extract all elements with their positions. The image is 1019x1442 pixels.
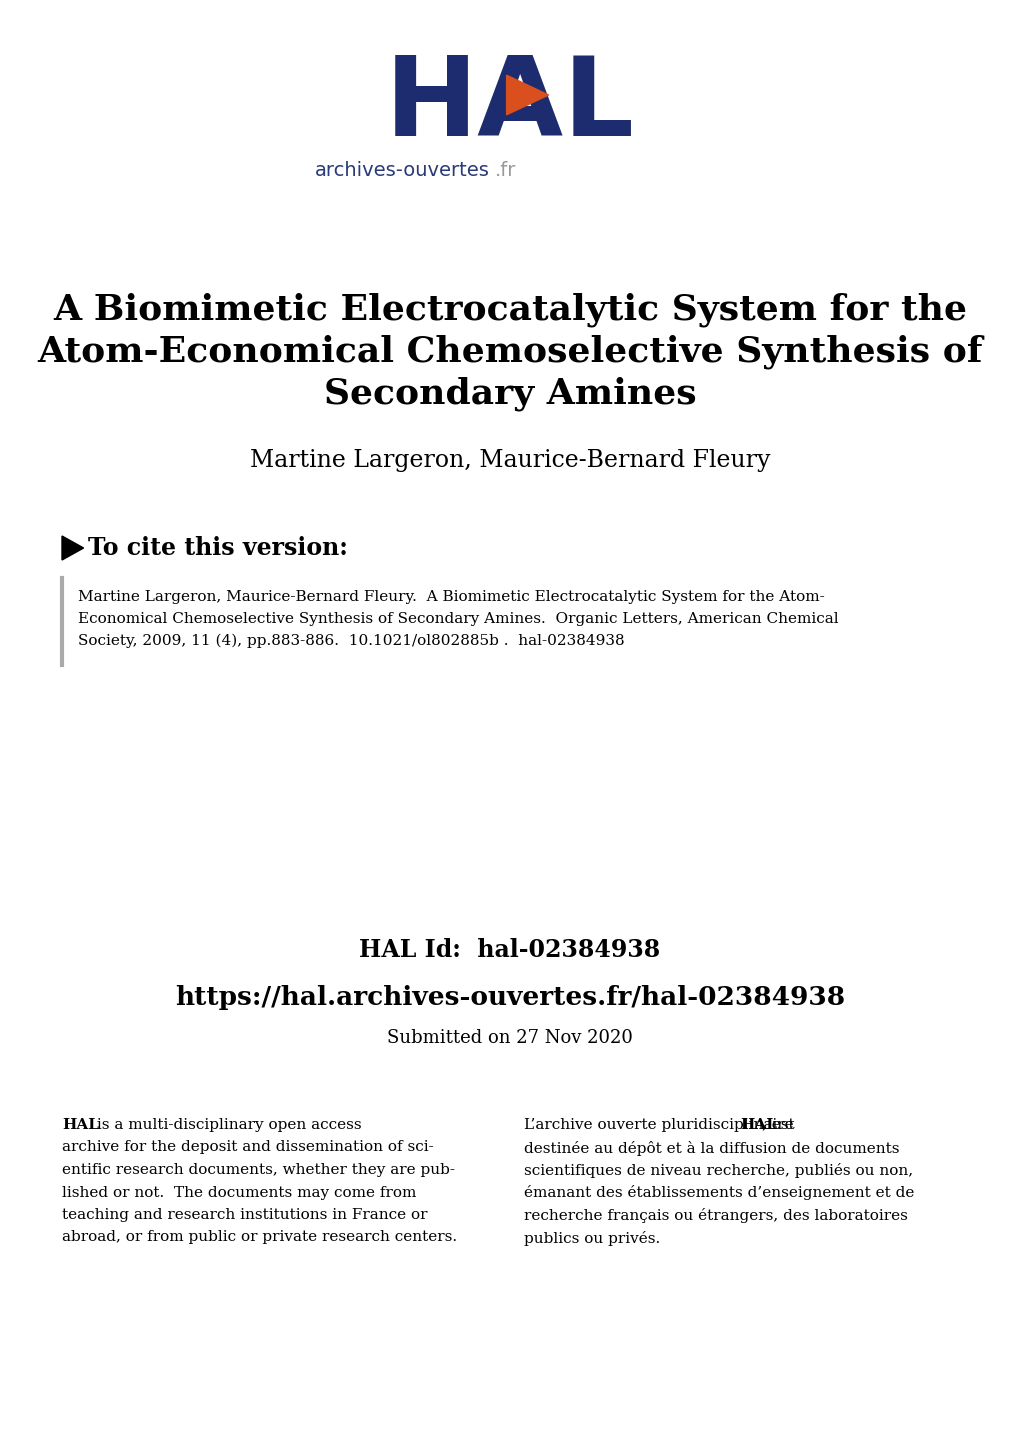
Text: recherche français ou étrangers, des laboratoires: recherche français ou étrangers, des lab… xyxy=(524,1208,907,1223)
Text: , est: , est xyxy=(762,1118,794,1132)
Text: scientifiques de niveau recherche, publiés ou non,: scientifiques de niveau recherche, publi… xyxy=(524,1164,912,1178)
Text: .fr: .fr xyxy=(494,160,516,179)
Polygon shape xyxy=(506,75,548,115)
Text: Martine Largeron, Maurice-Bernard Fleury.  A Biomimetic Electrocatalytic System : Martine Largeron, Maurice-Bernard Fleury… xyxy=(77,590,824,604)
Text: archive for the deposit and dissemination of sci-: archive for the deposit and disseminatio… xyxy=(62,1141,433,1155)
Text: Submitted on 27 Nov 2020: Submitted on 27 Nov 2020 xyxy=(386,1030,633,1047)
Polygon shape xyxy=(62,536,84,559)
Text: HAL: HAL xyxy=(384,52,635,159)
Text: Society, 2009, 11 (4), pp.883-886.  10.1021/ol802885b .  hal-02384938: Society, 2009, 11 (4), pp.883-886. 10.10… xyxy=(77,634,624,649)
Text: HAL Id:  hal-02384938: HAL Id: hal-02384938 xyxy=(359,937,660,962)
Text: L’archive ouverte pluridisciplinaire: L’archive ouverte pluridisciplinaire xyxy=(524,1118,798,1132)
Text: destinée au dépôt et à la diffusion de documents: destinée au dépôt et à la diffusion de d… xyxy=(524,1141,899,1155)
Text: Economical Chemoselective Synthesis of Secondary Amines.  Organic Letters, Ameri: Economical Chemoselective Synthesis of S… xyxy=(77,611,838,626)
Text: teaching and research institutions in France or: teaching and research institutions in Fr… xyxy=(62,1208,427,1221)
Text: To cite this version:: To cite this version: xyxy=(88,536,347,559)
Text: publics ou privés.: publics ou privés. xyxy=(524,1230,659,1246)
Text: Atom-Economical Chemoselective Synthesis of: Atom-Economical Chemoselective Synthesis… xyxy=(38,335,981,369)
Text: lished or not.  The documents may come from: lished or not. The documents may come fr… xyxy=(62,1185,416,1200)
Text: entific research documents, whether they are pub-: entific research documents, whether they… xyxy=(62,1164,454,1177)
Text: HAL: HAL xyxy=(62,1118,99,1132)
Text: abroad, or from public or private research centers.: abroad, or from public or private resear… xyxy=(62,1230,457,1244)
Text: A Biomimetic Electrocatalytic System for the: A Biomimetic Electrocatalytic System for… xyxy=(53,293,966,327)
Text: émanant des établissements d’enseignement et de: émanant des établissements d’enseignemen… xyxy=(524,1185,913,1201)
Text: Martine Largeron, Maurice-Bernard Fleury: Martine Largeron, Maurice-Bernard Fleury xyxy=(250,448,769,472)
Text: Secondary Amines: Secondary Amines xyxy=(323,376,696,411)
Text: HAL: HAL xyxy=(740,1118,776,1132)
Text: https://hal.archives-ouvertes.fr/hal-02384938: https://hal.archives-ouvertes.fr/hal-023… xyxy=(175,985,844,1011)
Text: is a multi-disciplinary open access: is a multi-disciplinary open access xyxy=(92,1118,362,1132)
Text: archives-ouvertes: archives-ouvertes xyxy=(315,160,489,179)
